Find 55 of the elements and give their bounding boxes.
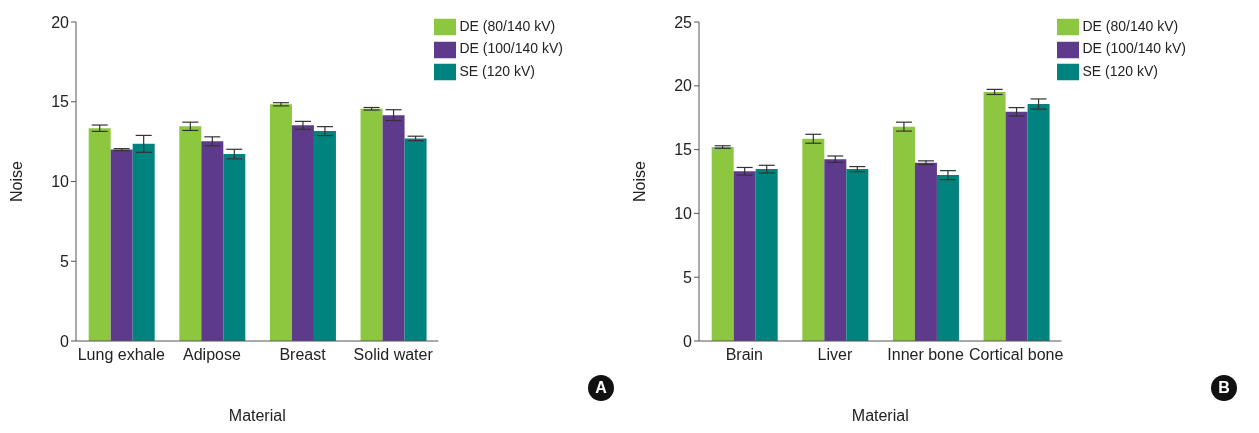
y-tick-label: 0: [60, 332, 70, 350]
x-tick-label: Liver: [817, 346, 853, 364]
x-tick-label: Breast: [279, 346, 327, 364]
bar: [846, 169, 869, 341]
bar: [88, 128, 111, 341]
bar: [1005, 111, 1028, 341]
bar: [269, 104, 292, 341]
bar: [179, 126, 202, 341]
y-tick-label: 20: [674, 77, 693, 95]
y-tick-label: 5: [683, 268, 693, 286]
y-tick-label: 10: [674, 205, 693, 223]
y-tick-label: 5: [60, 252, 70, 270]
legend-label: DE (80/140 kV): [1082, 18, 1179, 34]
x-tick-label: Adipose: [183, 346, 241, 364]
legend-label: DE (100/140 kV): [1082, 40, 1186, 57]
y-tick-label: 20: [51, 13, 70, 31]
bar: [313, 131, 336, 341]
x-tick-label: Solid water: [353, 346, 434, 364]
bar: [733, 171, 756, 341]
x-tick-label: Lung exhale: [77, 346, 166, 364]
bar: [110, 149, 133, 341]
bar: [983, 91, 1006, 341]
y-tick-label: 10: [51, 173, 70, 191]
bar: [892, 126, 915, 341]
bar: [404, 138, 427, 341]
bar: [914, 162, 937, 341]
text: B: [1211, 375, 1237, 401]
legend-label: SE (120 kV): [1082, 62, 1158, 79]
legend-label: DE (100/140 kV): [459, 40, 563, 57]
legend-label: SE (120 kV): [459, 62, 535, 79]
y-tick-label: 25: [674, 13, 693, 31]
y-axis-title: Noise: [630, 160, 648, 202]
bar: [382, 115, 405, 341]
y-tick-label: 0: [683, 332, 693, 350]
bar: [132, 143, 155, 341]
x-axis-title: Material: [228, 407, 286, 424]
bar: [711, 147, 734, 341]
bar: [936, 175, 959, 341]
x-axis-title: Material: [851, 407, 909, 424]
bar: [223, 154, 246, 341]
bar: [360, 108, 383, 341]
legend-label: DE (80/140 kV): [459, 18, 556, 34]
y-tick-label: 15: [674, 141, 693, 159]
y-tick-label: 15: [51, 93, 70, 111]
bar: [802, 138, 825, 341]
text: A: [588, 375, 614, 401]
bar: [1027, 104, 1050, 341]
bar: [824, 159, 847, 341]
x-tick-label: Brain: [725, 346, 763, 364]
bar: [201, 141, 224, 341]
y-axis-title: Noise: [7, 160, 25, 202]
bar: [291, 125, 314, 341]
x-tick-label: Cortical bone: [969, 346, 1064, 364]
bar: [755, 169, 778, 341]
x-tick-label: Inner bone: [887, 346, 964, 364]
